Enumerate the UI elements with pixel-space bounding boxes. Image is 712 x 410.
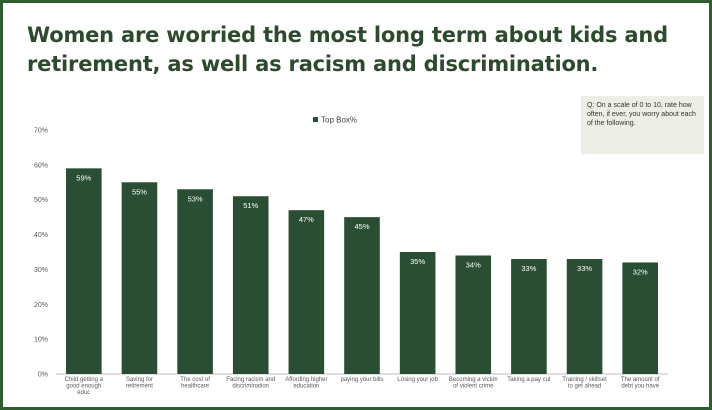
data-label: 51% xyxy=(243,201,258,210)
data-label: 55% xyxy=(132,187,147,196)
y-tick-label: 10% xyxy=(34,337,48,344)
category-label: paying your bills xyxy=(340,377,383,383)
y-tick-label: 40% xyxy=(34,232,48,239)
category-label: Losing your job xyxy=(397,377,438,383)
question-note: Q: On a scale of 0 to 10, rate how often… xyxy=(581,96,704,154)
bar xyxy=(232,196,269,374)
bar xyxy=(121,182,158,374)
data-label: 59% xyxy=(76,173,91,182)
category-label: good enough xyxy=(66,384,101,390)
category-label: Affording higher xyxy=(285,377,327,383)
y-tick-label: 50% xyxy=(34,197,48,204)
bar xyxy=(511,258,547,374)
y-tick-label: 30% xyxy=(34,267,48,274)
slide-title-line-1: Women are worried the most long term abo… xyxy=(27,23,668,47)
data-label: 33% xyxy=(521,264,536,273)
slide-title: Women are worried the most long term abo… xyxy=(27,21,668,79)
category-label: Facing racism and xyxy=(226,377,275,383)
category-label: The amount of xyxy=(621,377,660,383)
category-label: education xyxy=(293,384,319,390)
y-tick-label: 60% xyxy=(34,162,48,169)
category-label: Saving for xyxy=(126,377,153,383)
legend-swatch xyxy=(313,117,318,122)
bar xyxy=(344,217,380,374)
category-label: to get ahead xyxy=(568,384,601,390)
category-label: debt you have xyxy=(621,384,659,390)
slide-title-line-2: retirement, as well as racism and discri… xyxy=(27,52,599,76)
bar xyxy=(66,168,102,374)
bar xyxy=(288,210,325,374)
data-label: 32% xyxy=(633,267,648,276)
y-tick-label: 20% xyxy=(34,302,48,309)
category-label: educ xyxy=(77,390,90,396)
bar xyxy=(566,258,603,374)
y-tick-label: 70% xyxy=(34,128,48,135)
data-label: 47% xyxy=(299,215,314,224)
category-label: discrimination xyxy=(232,384,269,390)
category-label: healthcare xyxy=(181,384,210,390)
category-label: of violent crime xyxy=(453,384,494,390)
data-label: 35% xyxy=(410,257,425,266)
bar xyxy=(177,189,213,374)
category-label: Becoming a victim xyxy=(449,377,498,383)
bar xyxy=(455,255,492,374)
category-label: retirement xyxy=(126,384,153,390)
category-label: Child getting a xyxy=(65,377,104,383)
category-label: The cost of xyxy=(180,377,210,383)
bar xyxy=(622,262,658,374)
data-label: 45% xyxy=(354,222,369,231)
data-label: 53% xyxy=(188,194,203,203)
category-label: Training / skillset xyxy=(562,377,607,383)
category-label: Taking a pay cut xyxy=(507,377,551,383)
bar xyxy=(399,252,436,374)
y-tick-label: 0% xyxy=(38,372,48,379)
data-label: 33% xyxy=(577,264,592,273)
data-label: 34% xyxy=(466,260,481,269)
legend-label: Top Box% xyxy=(321,116,357,125)
